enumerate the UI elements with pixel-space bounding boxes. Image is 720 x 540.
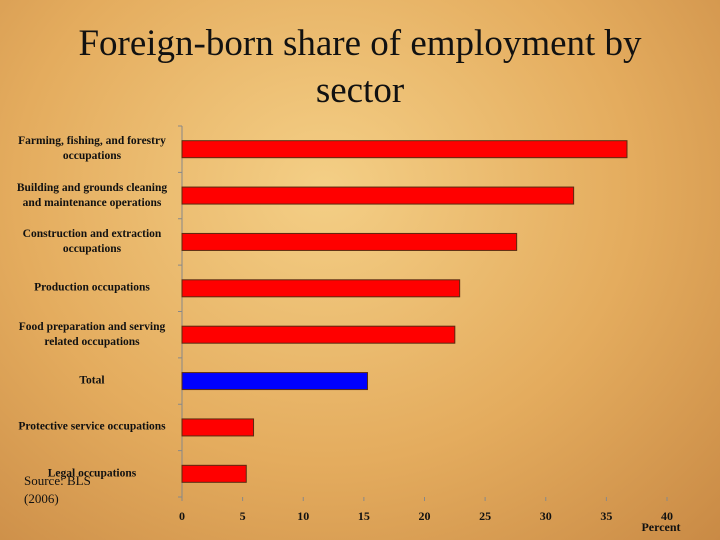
bar: [181, 372, 369, 391]
x-tick-label: 20: [419, 509, 431, 523]
source-note: Source: BLS (2006): [24, 473, 91, 506]
y-tick-label: Building and grounds cleaning and mainte…: [16, 181, 168, 209]
bar: [181, 140, 628, 159]
bar: [181, 186, 575, 205]
bar: [181, 464, 247, 483]
chart-title: Foreign-born share of employment by sect…: [78, 23, 642, 111]
x-tick-label: 0: [179, 509, 185, 523]
x-tick-label: 40: [661, 509, 673, 523]
x-tick-label: 10: [297, 509, 309, 523]
x-tick-label: 5: [240, 509, 246, 523]
x-tick-label: 35: [600, 509, 612, 523]
x-tick-label: 30: [540, 509, 552, 523]
x-tick-label: 25: [479, 509, 491, 523]
y-tick-label: Food preparation and serving related occ…: [18, 320, 166, 348]
x-axis-label: Percent: [641, 520, 680, 534]
y-tick-label: Protective service occupations: [18, 420, 166, 433]
bar: [181, 232, 518, 251]
bar: [181, 418, 255, 437]
y-tick-label: Legal occupations: [47, 467, 137, 480]
x-tick-label: 15: [358, 509, 370, 523]
y-tick-label: Farming, fishing, and forestry occupatio…: [18, 135, 166, 163]
bar: [181, 325, 456, 344]
y-tick-label: Production occupations: [34, 281, 150, 294]
y-tick-label: Construction and extraction occupations: [22, 227, 162, 255]
y-tick-label: Total: [79, 374, 105, 387]
bar: [181, 279, 461, 298]
